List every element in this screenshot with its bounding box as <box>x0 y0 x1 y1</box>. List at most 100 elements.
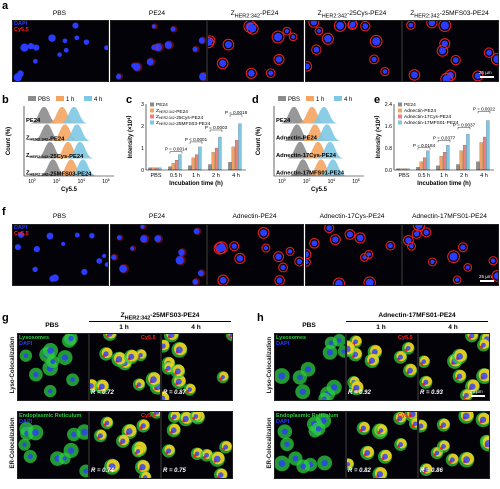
cy-membrane <box>406 241 417 251</box>
nucleus <box>382 453 388 460</box>
cy-tag: Cy5.5 <box>141 335 156 341</box>
y-tick-label: 2.4 <box>385 102 392 108</box>
nucleus <box>153 412 160 415</box>
nucleus <box>423 229 430 236</box>
nucleus <box>349 22 355 28</box>
nucleus <box>275 253 282 260</box>
legend-swatch <box>150 114 154 119</box>
nucleus <box>83 39 90 45</box>
nucleus <box>81 428 88 436</box>
axis <box>393 104 494 171</box>
bar <box>238 123 242 171</box>
bar <box>459 150 463 171</box>
legend-swatch <box>334 96 342 101</box>
nucleus <box>353 384 360 391</box>
nucleus <box>50 359 56 365</box>
significance-bracket <box>417 147 431 150</box>
nucleus <box>341 349 345 354</box>
micrograph <box>12 20 109 82</box>
micrograph <box>304 20 402 82</box>
nucleus <box>371 348 378 355</box>
cy-membrane <box>450 54 461 66</box>
nucleus <box>27 453 33 459</box>
panel-label-f: f <box>2 206 6 218</box>
r-value: R = 0.93 <box>420 390 443 396</box>
column-title: 1 h <box>376 324 386 331</box>
cy-membrane <box>229 241 240 252</box>
nucleus <box>325 225 332 231</box>
nucleus <box>305 63 310 70</box>
legend-swatch <box>306 96 314 101</box>
histogram-peak <box>319 159 347 176</box>
legend-label: ZHER2:342-25MFS03-PE24 <box>156 120 211 127</box>
micrograph-cells <box>13 22 108 81</box>
legend-swatch <box>398 114 402 119</box>
nucleus <box>421 359 427 364</box>
nucleus <box>153 43 162 52</box>
cy-membrane <box>265 68 276 79</box>
nucleus <box>415 225 423 230</box>
legend-swatch <box>398 102 402 107</box>
row-label: Adnectin-PE24 <box>276 136 318 142</box>
nucleus <box>413 231 420 237</box>
cy-membrane <box>403 234 414 246</box>
nucleus <box>315 426 322 432</box>
nucleus <box>99 383 105 390</box>
bar <box>426 150 430 171</box>
cy-membrane <box>208 36 215 49</box>
bar-chart-c: PBS 0.5 h 1 h 2 h 4 h P = 0.0014 P < 0.0001 P =… <box>126 102 248 187</box>
cy-membrane <box>384 240 395 251</box>
nucleus <box>334 279 343 285</box>
nucleus <box>273 32 283 42</box>
column-title: PBS <box>302 322 316 329</box>
cy-membrane <box>491 269 498 282</box>
nucleus <box>162 343 166 349</box>
row-label: Adnectin-17MFS01-PE24 <box>276 171 345 177</box>
cy-membrane <box>436 44 449 57</box>
nucleus <box>174 368 181 375</box>
r-value: R = 0.87 <box>163 390 186 396</box>
nucleus <box>248 24 257 33</box>
nucleus <box>150 376 157 383</box>
legend-label: PBS <box>38 97 50 103</box>
nucleus <box>236 255 244 262</box>
bar <box>482 136 487 171</box>
bar <box>194 154 199 171</box>
legend-swatch <box>398 120 402 125</box>
y-tick-label: 1 <box>141 146 144 152</box>
nucleus <box>449 252 458 261</box>
cy-membrane <box>368 54 379 65</box>
coloc-image <box>161 333 233 401</box>
cy-membrane <box>234 252 246 264</box>
legend-swatch <box>150 120 154 125</box>
cy-membrane <box>243 21 257 33</box>
nucleus <box>61 354 69 361</box>
dapi-tag: DAPI <box>14 225 28 231</box>
nucleus <box>397 415 403 421</box>
micrograph <box>207 20 304 82</box>
image-title: PE24 <box>148 10 166 17</box>
cy-membrane <box>246 22 259 35</box>
histogram-peak <box>289 159 317 176</box>
bar <box>439 156 443 171</box>
group-underline <box>346 321 488 322</box>
coloc-image <box>274 333 346 401</box>
y-tick-label: 0 <box>141 168 144 174</box>
scale-bar <box>471 395 485 397</box>
nucleus <box>33 371 39 378</box>
x-tick-label: 0.5 h <box>170 173 182 179</box>
nucleus <box>366 252 371 257</box>
row-label: ER-Colocalization <box>267 417 273 469</box>
nucleus <box>407 367 413 374</box>
nucleus <box>455 277 460 282</box>
histogram-peak <box>316 141 344 159</box>
nucleus <box>291 34 296 39</box>
nucleus <box>187 387 192 392</box>
nucleus <box>47 347 54 354</box>
bar <box>154 167 159 171</box>
image-title: Adnectin-17MFS01-PE24 <box>412 213 487 220</box>
cy-membrane <box>245 67 257 79</box>
nucleus <box>63 47 69 53</box>
cy-membrane <box>278 262 289 273</box>
nucleus <box>220 375 225 380</box>
